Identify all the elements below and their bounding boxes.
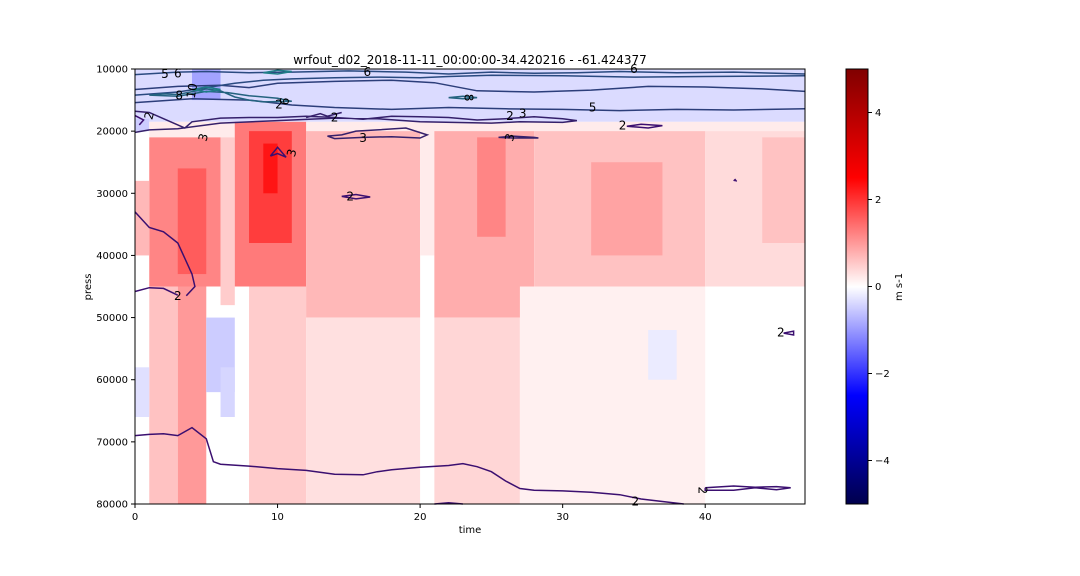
y-tick-label: 80000: [96, 500, 128, 511]
colorbar-tick-label: 4: [875, 108, 881, 119]
y-tick-label: 50000: [96, 313, 128, 324]
contour-label: 2: [777, 325, 785, 339]
contour-label: 10: [184, 82, 200, 99]
contour-label: 6: [364, 65, 372, 79]
y-tick-label: 30000: [96, 189, 128, 200]
contour-label: 2: [174, 289, 182, 303]
contour-label: 2: [632, 495, 640, 509]
heatmap-cell: [648, 330, 677, 380]
heatmap-cell: [135, 367, 149, 417]
contour-label: 2: [331, 110, 339, 124]
colorbar-tick-label: 0: [875, 282, 881, 293]
heatmap-cell: [178, 287, 207, 505]
heatmap-cell: [520, 287, 705, 505]
contour-label: 6: [174, 66, 182, 80]
heatmap-cell: [306, 131, 420, 317]
y-tick-label: 20000: [96, 127, 128, 138]
x-axis-label: time: [459, 525, 482, 536]
heatmap-cell: [221, 137, 235, 305]
heatmap-cell: [135, 181, 149, 256]
x-tick-label: 40: [699, 512, 712, 523]
y-axis-label: press: [83, 274, 94, 301]
x-tick-label: 20: [414, 512, 427, 523]
heatmap-cell: [477, 137, 506, 236]
x-tick-label: 0: [132, 512, 138, 523]
heatmap-cell: [434, 318, 520, 504]
heatmap-cell: [249, 287, 306, 505]
x-tick-label: 10: [271, 512, 284, 523]
colorbar-tick-label: −4: [875, 456, 890, 467]
contour-label: 2: [619, 119, 627, 133]
heatmap-cell: [420, 131, 434, 255]
contour-label: 8: [175, 89, 183, 103]
colorbar-label: m s-1: [894, 273, 905, 301]
contour-label: 2: [506, 109, 514, 123]
chart-title: wrfout_d02_2018-11-11_00:00:00-34.420216…: [293, 53, 647, 67]
x-tick-label: 30: [556, 512, 569, 523]
contour-label: 5: [589, 101, 597, 115]
y-tick-label: 70000: [96, 437, 128, 448]
heatmap-cell: [591, 162, 662, 255]
contour-label: 3: [519, 107, 527, 121]
heatmap-cell: [762, 137, 805, 243]
colorbar-tick-label: 2: [875, 195, 881, 206]
heatmap-cell: [306, 318, 420, 504]
y-tick-label: 10000: [96, 65, 128, 76]
heatmap-cell: [178, 168, 207, 274]
contour-label: 2: [346, 189, 354, 203]
colorbar-tick-label: −2: [875, 369, 890, 380]
contour-label: 2: [695, 487, 709, 495]
colorbar: [846, 69, 868, 504]
contour-label: 8: [462, 94, 476, 102]
y-tick-label: 40000: [96, 251, 128, 262]
y-tick-label: 60000: [96, 375, 128, 386]
heatmap-cell: [149, 287, 178, 505]
heatmap-cell: [221, 367, 235, 417]
contour-label: 3: [359, 131, 367, 145]
